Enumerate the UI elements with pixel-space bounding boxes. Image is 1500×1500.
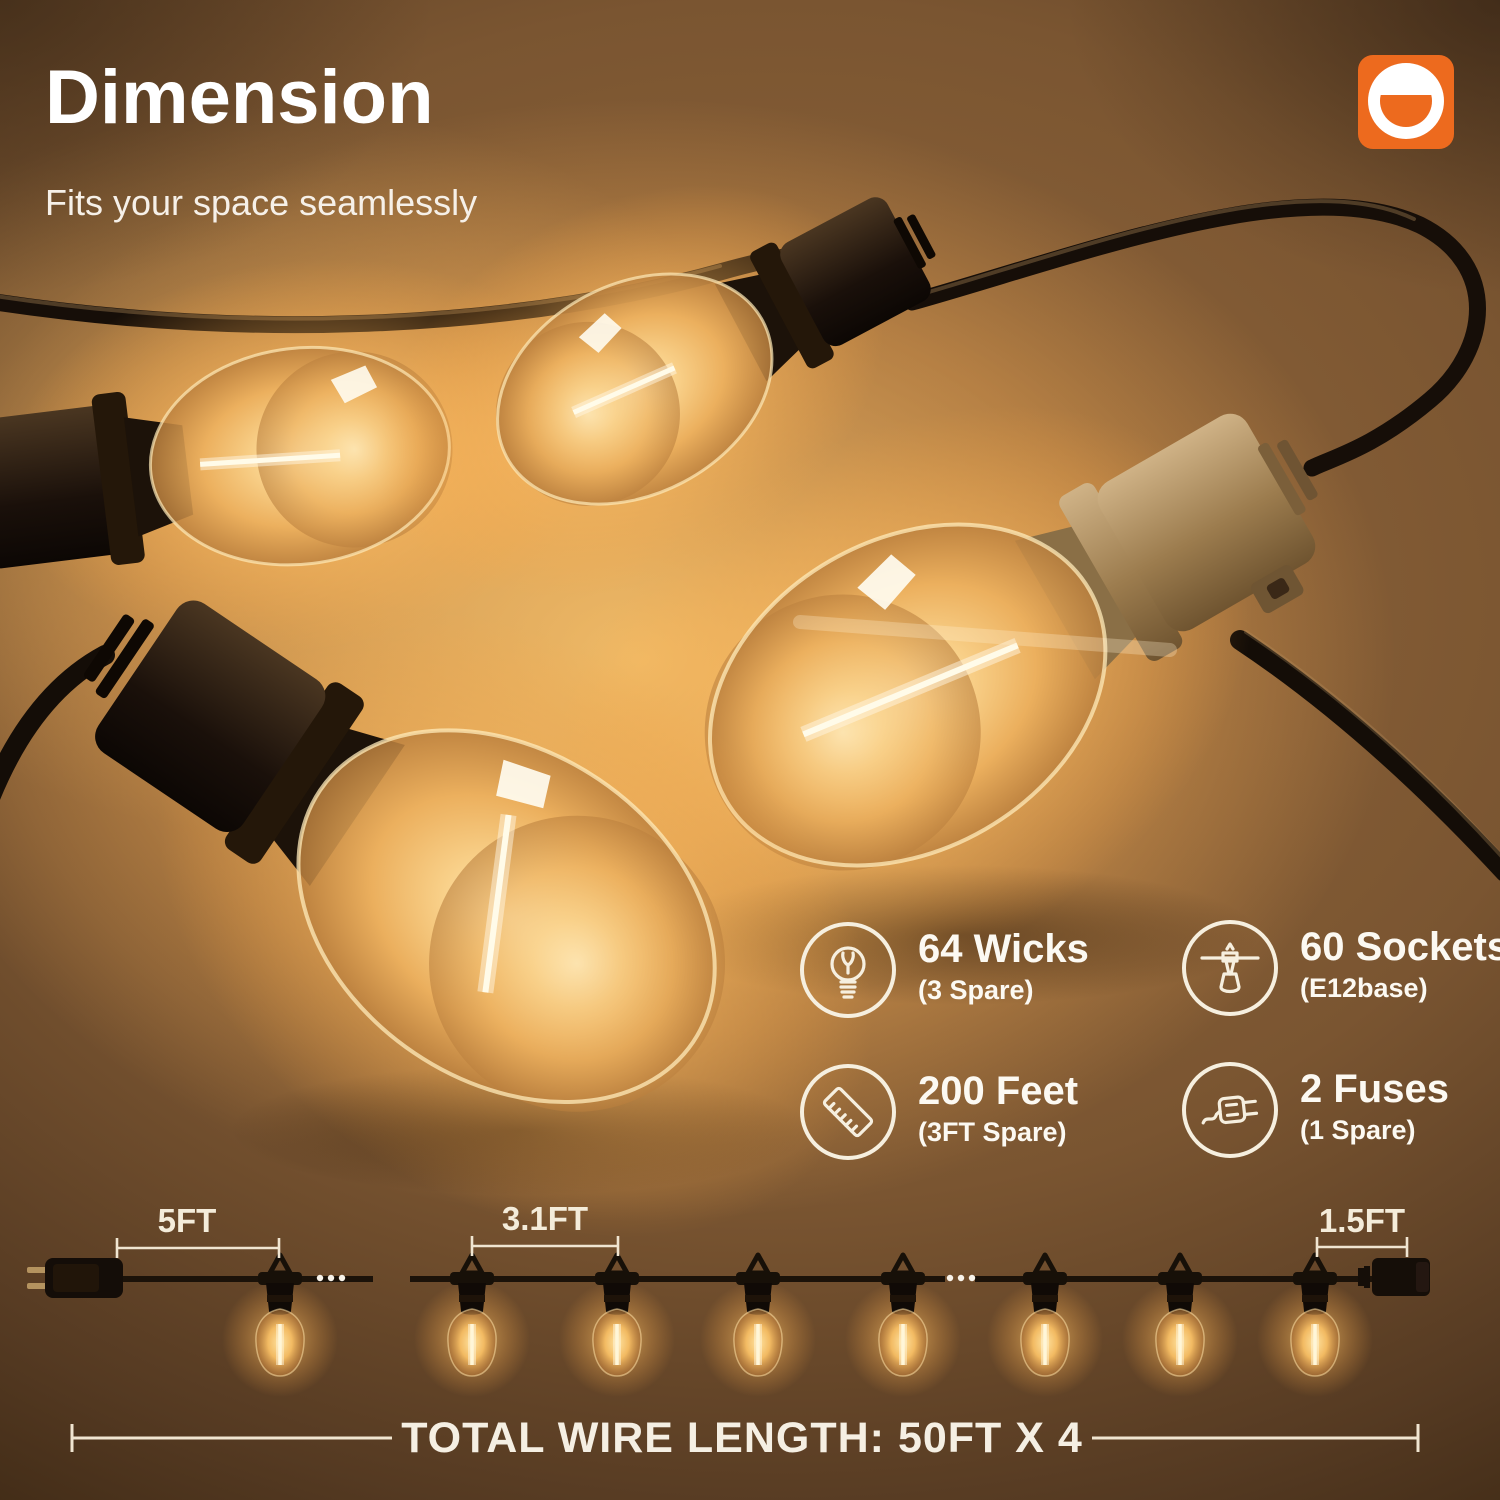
glass-reflection bbox=[496, 759, 551, 809]
page-subtitle: Fits your space seamlessly bbox=[45, 182, 478, 223]
socket-icon bbox=[1182, 920, 1278, 1016]
bulb-socket bbox=[0, 404, 134, 569]
spec-sockets: 60 Sockets (E12base) bbox=[1180, 918, 1500, 1018]
spec-value: 200 Feet bbox=[918, 1069, 1079, 1113]
glass-reflection bbox=[330, 365, 378, 404]
spec-length: 200 Feet (3FT Spare) bbox=[798, 1062, 1078, 1162]
total-length-ruler bbox=[70, 1424, 1420, 1452]
glass-reflection bbox=[578, 313, 622, 353]
page-title: Dimension bbox=[45, 55, 434, 140]
lead-distance-label: 5FT bbox=[157, 1202, 217, 1239]
dimension-diagram bbox=[27, 1236, 1430, 1452]
measurement-brackets bbox=[115, 1236, 1409, 1258]
light-streak bbox=[793, 615, 1177, 657]
diagram-plug bbox=[27, 1258, 123, 1298]
spec-value: 60 Sockets bbox=[1300, 925, 1500, 969]
bulb-socket bbox=[95, 600, 326, 833]
header: Dimension Fits your space seamlessly bbox=[45, 55, 477, 224]
spec-note: (3 Spare) bbox=[918, 975, 1034, 1005]
bulb-socket bbox=[1097, 413, 1316, 632]
ruler-icon bbox=[800, 1064, 896, 1160]
diagram-end-connector bbox=[1358, 1258, 1430, 1296]
bulb-spacing-label: 3.1FT bbox=[501, 1200, 589, 1237]
spec-note: (E12base) bbox=[1300, 973, 1428, 1003]
bulb-socket bbox=[780, 197, 931, 347]
brand-logo bbox=[1358, 55, 1454, 149]
spec-note: (3FT Spare) bbox=[918, 1117, 1067, 1147]
total-wire-length-label: TOTAL WIRE LENGTH: 50FT X 4 bbox=[401, 1414, 1083, 1462]
tail-distance-label: 1.5FT bbox=[1318, 1202, 1406, 1239]
spec-value: 64 Wicks bbox=[918, 927, 1089, 971]
spec-wicks: 64 Wicks (3 Spare) bbox=[798, 920, 1089, 1020]
spec-value: 2 Fuses bbox=[1300, 1067, 1449, 1111]
orange-ring-logo-icon bbox=[1358, 55, 1454, 149]
photo-bulb-bottom-left bbox=[83, 600, 873, 1238]
spec-fuses: 2 Fuses (1 Spare) bbox=[1180, 1060, 1449, 1160]
bulb-icon bbox=[800, 922, 896, 1018]
plug-icon bbox=[1182, 1062, 1278, 1158]
spec-note: (1 Spare) bbox=[1300, 1115, 1416, 1145]
glass-reflection bbox=[857, 554, 916, 610]
ellipsis-dots bbox=[316, 1274, 976, 1282]
